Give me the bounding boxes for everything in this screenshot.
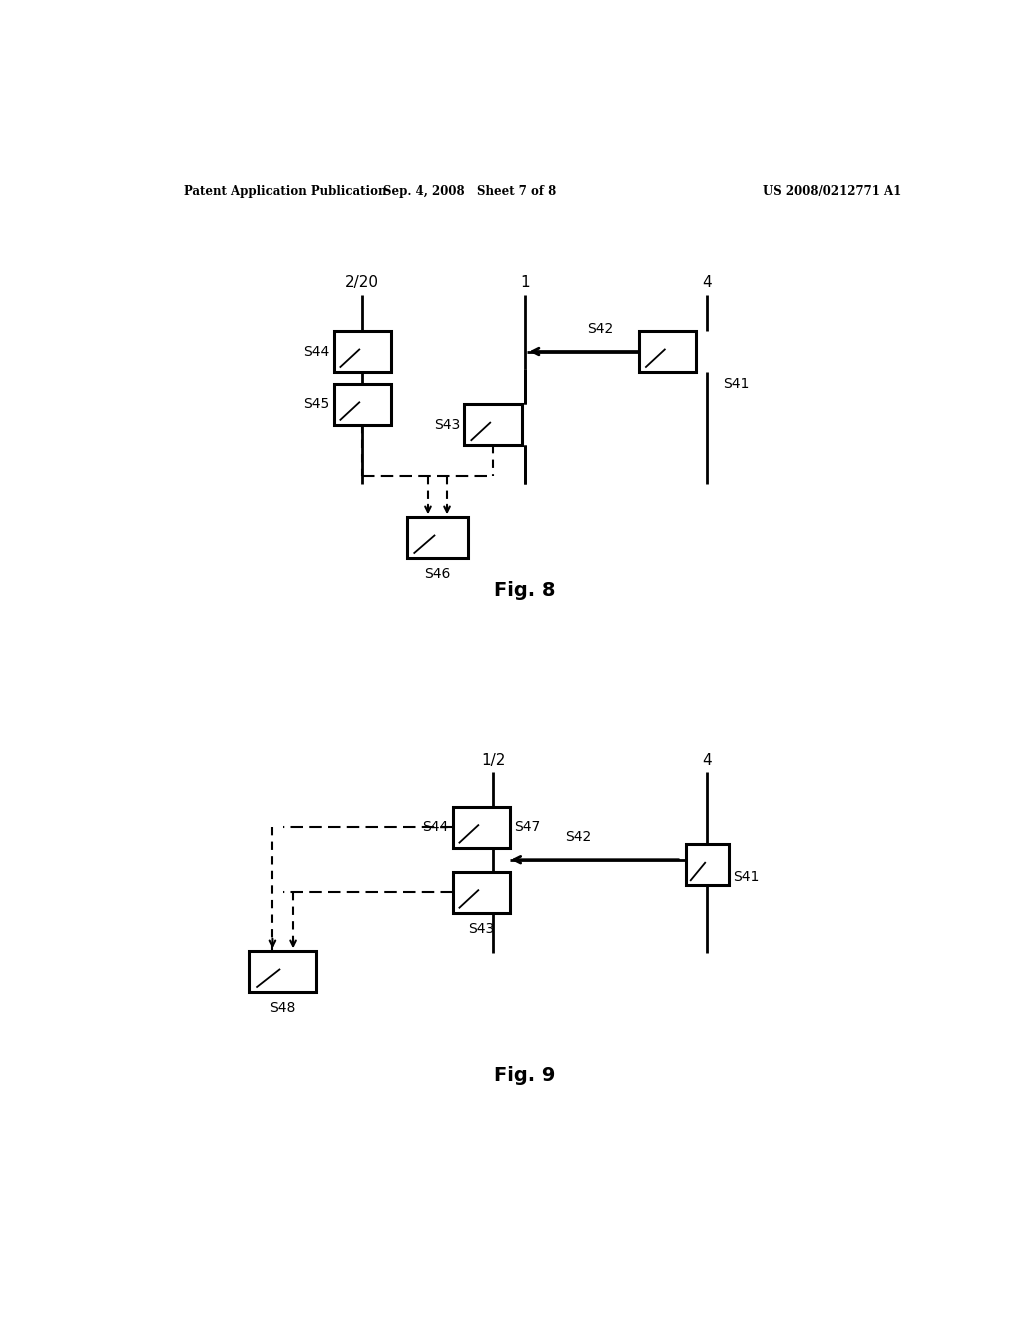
Text: Sep. 4, 2008   Sheet 7 of 8: Sep. 4, 2008 Sheet 7 of 8 bbox=[383, 185, 556, 198]
Text: S44: S44 bbox=[422, 820, 449, 834]
Text: S43: S43 bbox=[434, 417, 461, 432]
Text: Fig. 9: Fig. 9 bbox=[495, 1065, 555, 1085]
Bar bbox=[334, 384, 391, 425]
Text: S43: S43 bbox=[468, 921, 495, 936]
Text: S48: S48 bbox=[269, 1001, 296, 1015]
Text: 4: 4 bbox=[702, 275, 712, 290]
Text: S44: S44 bbox=[303, 345, 330, 359]
Text: US 2008/0212771 A1: US 2008/0212771 A1 bbox=[763, 185, 901, 198]
Bar bbox=[407, 517, 468, 558]
Text: 1: 1 bbox=[520, 275, 529, 290]
Text: 4: 4 bbox=[702, 752, 712, 768]
Text: S46: S46 bbox=[424, 568, 451, 581]
Bar bbox=[334, 331, 391, 372]
Bar bbox=[453, 873, 510, 912]
Bar bbox=[465, 404, 521, 445]
Text: S41: S41 bbox=[733, 870, 760, 884]
Text: S45: S45 bbox=[303, 397, 330, 412]
Text: S42: S42 bbox=[587, 322, 613, 337]
Text: Patent Application Publication: Patent Application Publication bbox=[183, 185, 386, 198]
Text: 2/20: 2/20 bbox=[345, 275, 379, 290]
Bar bbox=[685, 845, 729, 886]
Bar bbox=[453, 807, 510, 847]
Text: S41: S41 bbox=[723, 378, 750, 391]
Bar bbox=[249, 952, 316, 991]
Text: 1/2: 1/2 bbox=[481, 752, 505, 768]
Text: S42: S42 bbox=[565, 830, 591, 845]
Text: S47: S47 bbox=[514, 820, 540, 834]
Text: Fig. 8: Fig. 8 bbox=[494, 581, 556, 599]
Bar bbox=[639, 331, 696, 372]
